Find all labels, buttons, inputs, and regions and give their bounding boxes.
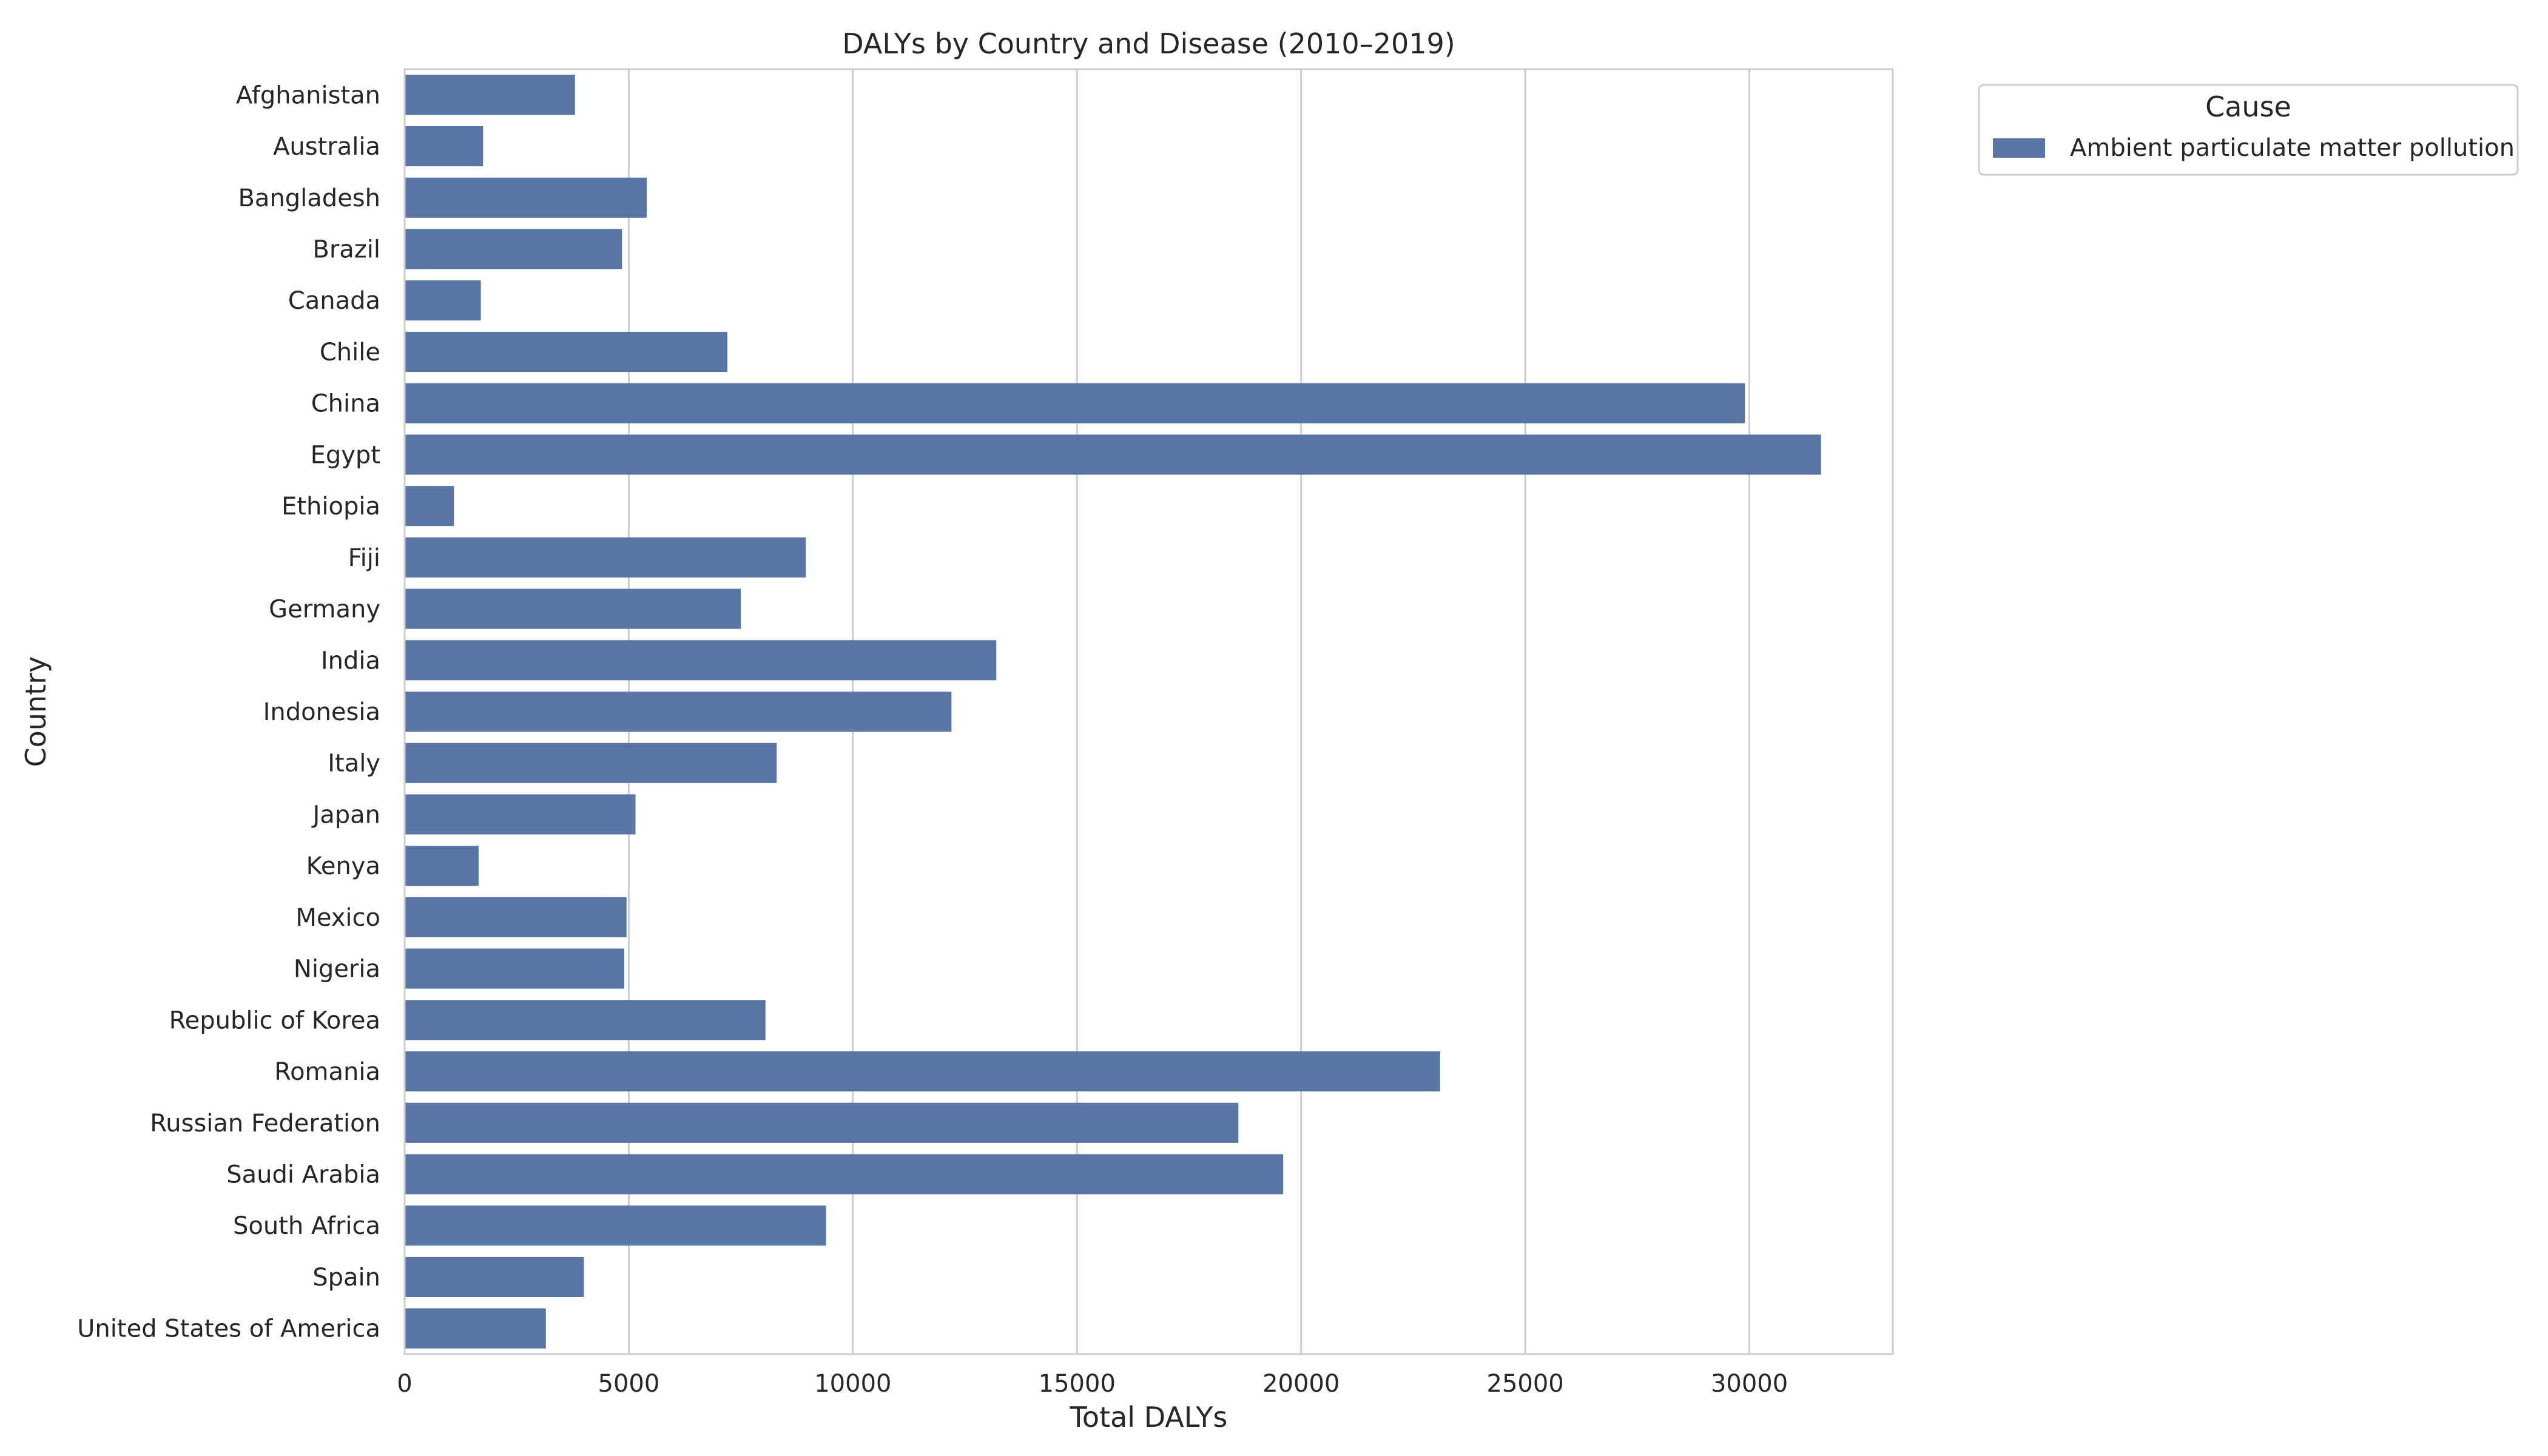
bar: [405, 588, 741, 629]
y-tick-label: Ethiopia: [281, 493, 380, 521]
legend-box: [1978, 84, 2519, 176]
y-tick-label: United States of America: [77, 1315, 380, 1343]
y-tick-label: South Africa: [233, 1212, 380, 1240]
y-tick-label: India: [321, 647, 380, 675]
y-tick-label: Fiji: [348, 544, 380, 572]
bar: [405, 486, 454, 527]
bar: [405, 126, 484, 167]
bar: [405, 743, 777, 783]
y-tick-label: Japan: [311, 801, 380, 829]
y-tick-label: Australia: [273, 133, 380, 161]
y-tick-label: Saudi Arabia: [226, 1161, 380, 1188]
y-tick-label: Russian Federation: [150, 1110, 380, 1138]
bar: [405, 1308, 546, 1349]
bar: [405, 75, 575, 115]
bar: [405, 1154, 1284, 1195]
x-axis-label: Total DALYs: [1070, 1401, 1228, 1434]
bar: [405, 691, 952, 732]
plot-frame: [403, 68, 1894, 1355]
y-tick-label: Italy: [328, 750, 380, 778]
y-tick-label: Spain: [312, 1264, 380, 1292]
bar: [405, 537, 806, 578]
bar: [405, 1205, 826, 1246]
bar: [405, 229, 622, 269]
chart-title: DALYs by Country and Disease (2010–2019): [842, 27, 1455, 60]
y-tick-label: Romania: [274, 1058, 380, 1086]
y-tick-label: Brazil: [312, 236, 380, 264]
y-tick-label: Kenya: [306, 852, 380, 880]
y-tick-labels: Afghanistan Australia Bangladesh Brazil Cana…: [77, 81, 380, 1343]
bar: [405, 383, 1745, 423]
y-tick-label: Germany: [269, 596, 380, 624]
bar: [405, 1051, 1440, 1092]
x-tick-label: 15000: [1039, 1370, 1116, 1398]
legend: Cause Ambient particulate matter polluti…: [1978, 84, 2519, 176]
bar: [405, 640, 997, 681]
y-tick-label: Indonesia: [263, 698, 380, 726]
bar: [405, 897, 627, 937]
y-tick-label: Afghanistan: [236, 81, 380, 109]
x-tick-label: 10000: [814, 1370, 891, 1398]
y-tick-label: Republic of Korea: [169, 1006, 380, 1034]
y-tick-label: China: [311, 390, 380, 418]
y-tick-label: Chile: [320, 339, 380, 366]
bar: [405, 177, 647, 218]
x-tick-label: 30000: [1711, 1370, 1788, 1398]
y-tick-label: Egypt: [311, 441, 380, 469]
bar: [405, 948, 625, 989]
x-tick-label: 20000: [1262, 1370, 1340, 1398]
y-axis-label: Country: [19, 656, 52, 767]
y-tick-label: Mexico: [295, 904, 380, 932]
legend-entry-label: Ambient particulate matter pollution: [2070, 134, 2515, 162]
bar: [405, 794, 636, 835]
x-tick-labels: 0 5000 10000 15000 20000 25000 30000: [397, 1370, 1788, 1398]
y-tick-label: Nigeria: [294, 956, 380, 983]
y-tick-label: Canada: [288, 287, 380, 315]
bar: [405, 1102, 1239, 1143]
x-tick-label: 5000: [598, 1370, 660, 1398]
bar: [405, 280, 481, 321]
legend-swatch: [1993, 138, 2045, 158]
x-tick-label: 25000: [1487, 1370, 1564, 1398]
legend-title: Cause: [2205, 90, 2291, 123]
bar: [405, 434, 1821, 475]
bars: [405, 75, 1821, 1349]
y-tick-label: Bangladesh: [238, 184, 380, 212]
bar: [405, 1000, 766, 1040]
bar: [405, 1256, 584, 1297]
bar: [405, 331, 727, 372]
x-tick-label: 0: [397, 1370, 412, 1398]
bar: [405, 846, 479, 886]
